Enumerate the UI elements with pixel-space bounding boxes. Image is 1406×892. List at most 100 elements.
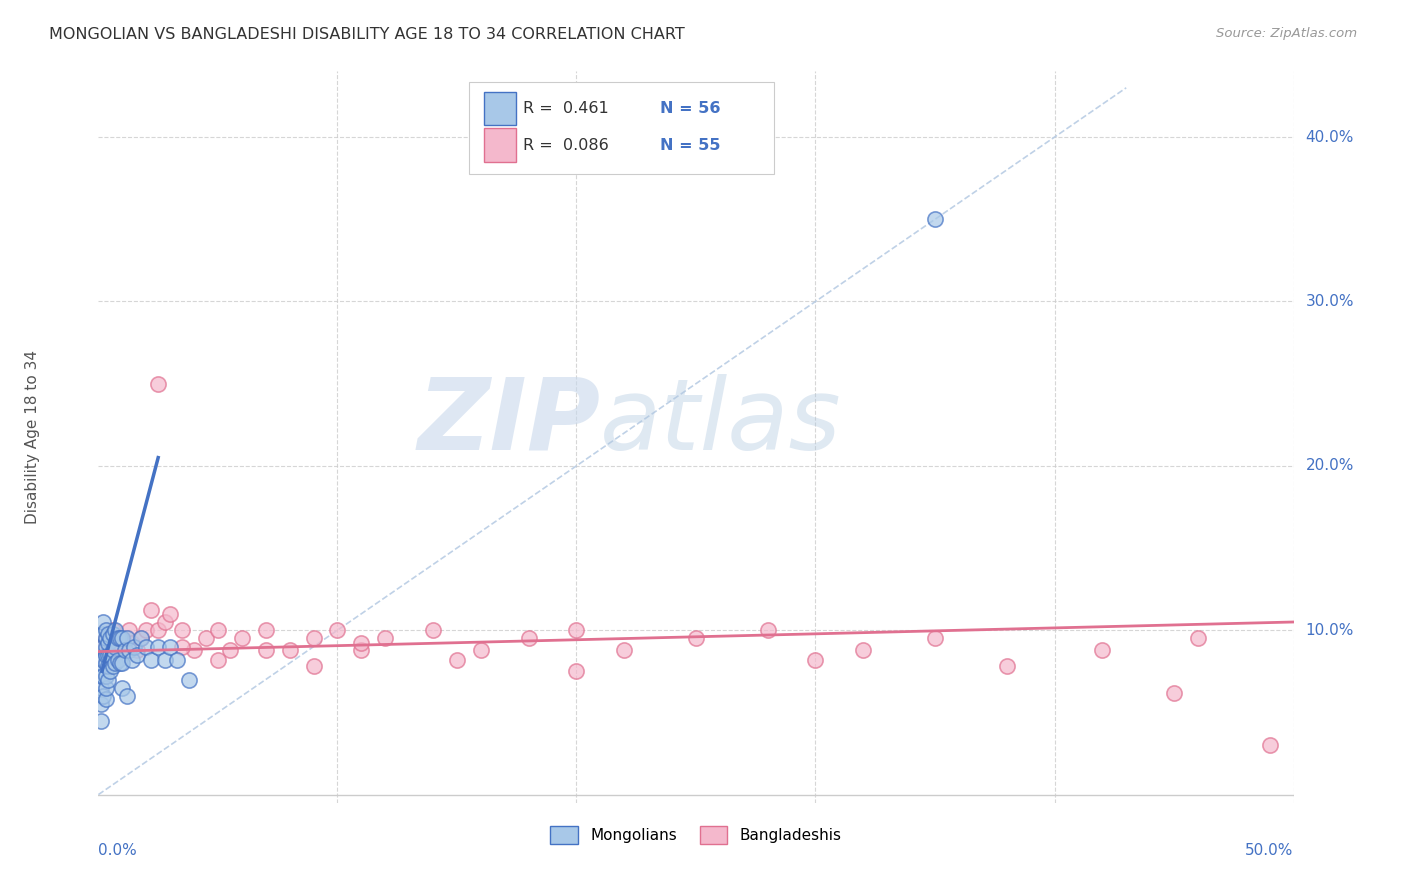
- Point: [97, 659, 120, 673]
- Point: [139, 653, 162, 667]
- Point: [91, 615, 114, 629]
- Point: [97, 648, 120, 662]
- Point: [101, 626, 124, 640]
- Point: [155, 615, 177, 629]
- Point: [179, 673, 201, 687]
- Point: [125, 648, 148, 662]
- Point: [148, 640, 170, 654]
- Point: [995, 659, 1018, 673]
- Text: 30.0%: 30.0%: [1306, 294, 1354, 309]
- Point: [254, 643, 277, 657]
- Point: [278, 643, 301, 657]
- Point: [135, 640, 157, 654]
- Point: [118, 643, 141, 657]
- Text: 10.0%: 10.0%: [1306, 623, 1354, 638]
- Point: [107, 632, 129, 646]
- Point: [98, 643, 122, 657]
- Point: [1187, 632, 1209, 646]
- Point: [446, 653, 468, 667]
- Point: [195, 632, 218, 646]
- Point: [111, 681, 134, 695]
- Point: [613, 643, 636, 657]
- Point: [166, 653, 188, 667]
- Point: [111, 632, 134, 646]
- Point: [326, 624, 349, 638]
- Text: Source: ZipAtlas.com: Source: ZipAtlas.com: [1216, 27, 1357, 40]
- Point: [207, 653, 229, 667]
- Point: [101, 643, 124, 657]
- Point: [94, 632, 117, 646]
- Point: [114, 643, 136, 657]
- Text: N = 55: N = 55: [661, 137, 721, 153]
- Point: [685, 632, 707, 646]
- Point: [94, 692, 117, 706]
- Point: [91, 648, 114, 662]
- FancyBboxPatch shape: [485, 128, 516, 162]
- Point: [131, 632, 153, 646]
- Point: [852, 643, 875, 657]
- Point: [94, 640, 117, 654]
- Point: [148, 624, 170, 638]
- Text: N = 56: N = 56: [661, 101, 721, 116]
- Point: [94, 681, 117, 695]
- Point: [219, 643, 242, 657]
- Text: 0.0%: 0.0%: [98, 843, 138, 858]
- Point: [90, 669, 112, 683]
- Point: [108, 632, 131, 646]
- Point: [104, 624, 127, 638]
- Point: [94, 632, 117, 646]
- Point: [756, 624, 779, 638]
- Point: [98, 665, 122, 679]
- Point: [97, 673, 120, 687]
- Point: [565, 665, 588, 679]
- Point: [172, 624, 194, 638]
- Point: [104, 640, 127, 654]
- Point: [91, 669, 114, 683]
- Point: [124, 640, 146, 654]
- Point: [111, 643, 134, 657]
- Point: [90, 697, 112, 711]
- Point: [172, 640, 194, 654]
- Point: [97, 636, 120, 650]
- Point: [159, 607, 181, 621]
- Point: [374, 632, 396, 646]
- Point: [517, 632, 540, 646]
- Point: [350, 636, 373, 650]
- Point: [101, 624, 124, 638]
- Text: R =  0.086: R = 0.086: [523, 137, 609, 153]
- Point: [107, 632, 129, 646]
- Legend: Mongolians, Bangladeshis: Mongolians, Bangladeshis: [544, 820, 848, 850]
- Text: Disability Age 18 to 34: Disability Age 18 to 34: [25, 350, 41, 524]
- FancyBboxPatch shape: [485, 92, 516, 126]
- Point: [121, 653, 143, 667]
- Point: [91, 689, 114, 703]
- Point: [90, 714, 112, 728]
- Point: [139, 603, 162, 617]
- Point: [108, 656, 131, 670]
- Point: [118, 624, 141, 638]
- Point: [90, 656, 112, 670]
- Point: [94, 624, 117, 638]
- Point: [91, 653, 114, 667]
- Point: [107, 653, 129, 667]
- Point: [1163, 686, 1185, 700]
- Point: [565, 624, 588, 638]
- Point: [231, 632, 253, 646]
- Text: 50.0%: 50.0%: [1246, 843, 1294, 858]
- Point: [207, 624, 229, 638]
- Point: [1091, 643, 1114, 657]
- Point: [131, 632, 153, 646]
- Point: [254, 624, 277, 638]
- Point: [98, 632, 122, 646]
- Point: [183, 643, 205, 657]
- Text: MONGOLIAN VS BANGLADESHI DISABILITY AGE 18 TO 34 CORRELATION CHART: MONGOLIAN VS BANGLADESHI DISABILITY AGE …: [49, 27, 685, 42]
- Text: R =  0.461: R = 0.461: [523, 101, 609, 116]
- Point: [125, 643, 148, 657]
- Point: [108, 640, 131, 654]
- Point: [302, 632, 325, 646]
- Point: [101, 659, 124, 673]
- Point: [115, 632, 138, 646]
- Point: [804, 653, 827, 667]
- Point: [350, 643, 373, 657]
- Point: [91, 626, 114, 640]
